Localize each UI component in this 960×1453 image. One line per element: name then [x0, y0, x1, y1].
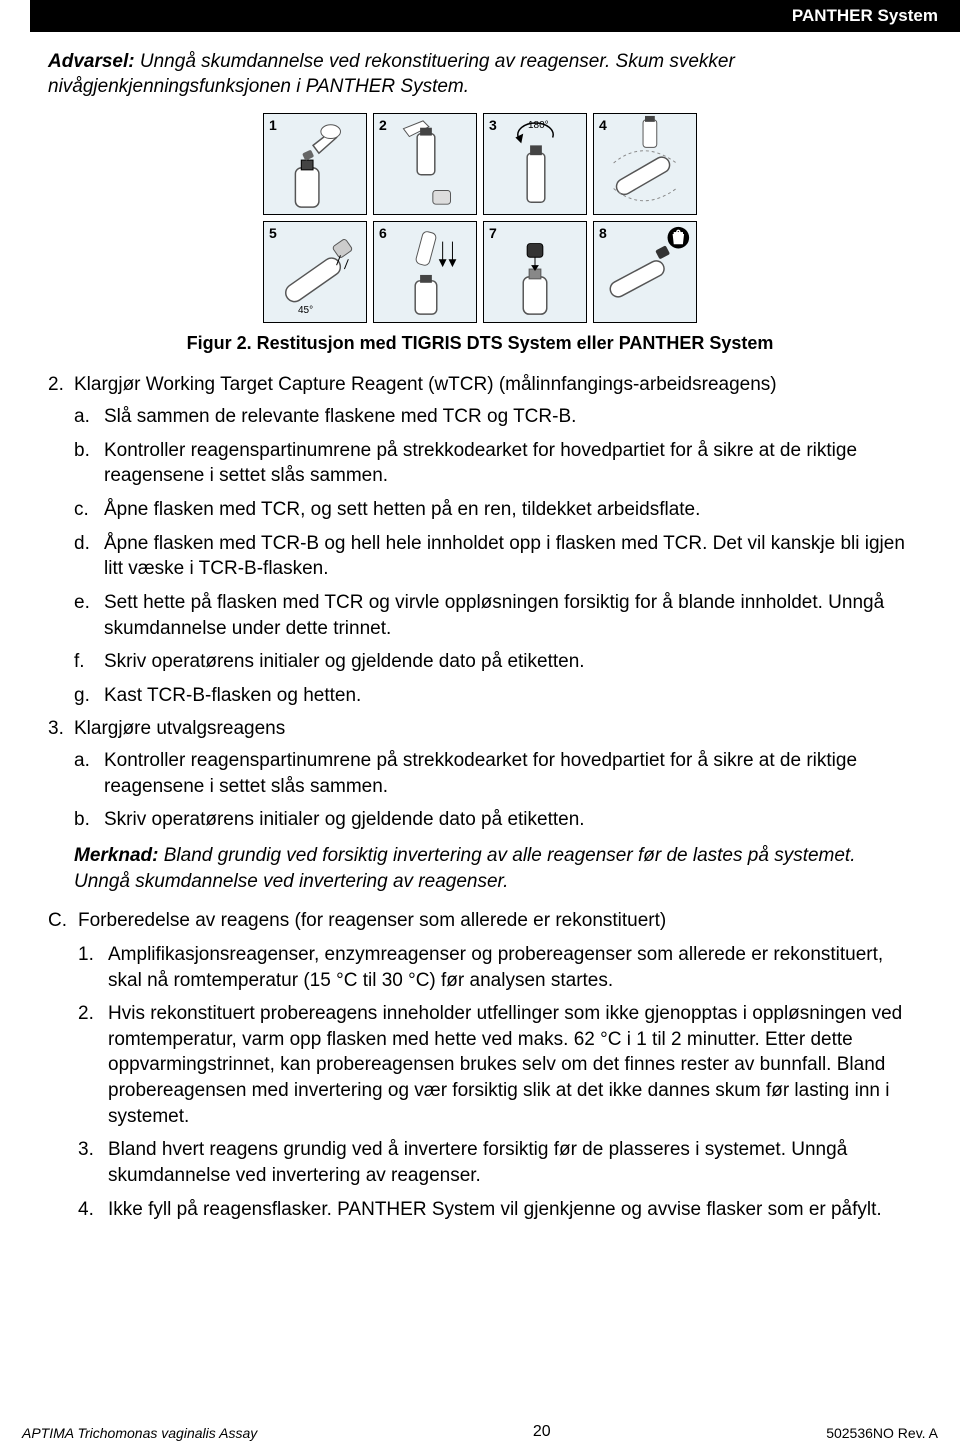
page-footer: APTIMA Trichomonas vaginalis Assay 20 50… — [0, 1413, 960, 1453]
list-marker: 3. — [48, 716, 64, 742]
list-marker: c. — [74, 497, 89, 523]
list-item: a.Slå sammen de relevante flaskene med T… — [104, 404, 912, 430]
figure-grid: 1 2 — [263, 113, 697, 323]
figure-caption: Figur 2. Restitusjon med TIGRIS DTS Syst… — [48, 333, 912, 354]
list-item: 4.Ikke fyll på reagensflasker. PANTHER S… — [108, 1197, 912, 1223]
figure-illustration-7 — [484, 222, 586, 322]
list-marker: g. — [74, 683, 90, 709]
section-c-list: C. Forberedelse av reagens (for reagense… — [48, 908, 912, 1222]
figure-illustration-5 — [264, 222, 366, 322]
figure-cell-4: 4 — [593, 113, 697, 215]
section-c-sublist: 1. Amplifikasjonsreagenser, enzymreagense… — [78, 942, 912, 1222]
angle-45-label: 45° — [298, 305, 313, 316]
list-marker: 1. — [78, 942, 94, 968]
figure-illustration-8 — [594, 222, 696, 322]
merknad-label: Merknad: — [74, 845, 158, 866]
list-item: a.Kontroller reagenspartinumrene på stre… — [104, 748, 912, 799]
step-3: 3. Klargjøre utvalgsreagens a.Kontroller… — [74, 716, 912, 833]
list-item: c.Åpne flasken med TCR, og sett hetten p… — [104, 497, 912, 523]
figure-cell-number: 3 — [489, 117, 497, 133]
step-3-sublist: a. Kontroller reagenspartinumrene på stre… — [74, 748, 912, 833]
list-marker: 3. — [78, 1137, 94, 1163]
list-item-text: Kast TCR-B-flasken og hetten. — [104, 685, 361, 706]
figure-cell-6: 6 — [373, 221, 477, 323]
list-item: g.Kast TCR-B-flasken og hetten. — [104, 683, 912, 709]
list-item-text: Skriv operatørens initialer og gjeldende… — [104, 809, 585, 830]
figure-cell-number: 8 — [599, 225, 607, 241]
list-marker: b. — [74, 438, 90, 464]
list-marker: 2. — [48, 372, 64, 398]
advarsel-paragraph: Advarsel: Unngå skumdannelse ved rekonst… — [48, 50, 912, 99]
footer-right: 502536NO Rev. A — [826, 1425, 938, 1441]
merknad-text: Bland grundig ved forsiktig invertering … — [74, 845, 856, 892]
list-item: b.Kontroller reagenspartinumrene på stre… — [104, 438, 912, 489]
list-item: 1.Amplifikasjonsreagenser, enzymreagense… — [108, 942, 912, 993]
figure-cell-2: 2 — [373, 113, 477, 215]
list-marker: f. — [74, 649, 85, 675]
list-item: e.Sett hette på flasken med TCR og virvl… — [104, 590, 912, 641]
list-item-text: Kontroller reagenspartinumrene på strekk… — [104, 440, 857, 487]
advarsel-text: Unngå skumdannelse ved rekonstituering a… — [48, 51, 735, 97]
list-marker: a. — [74, 748, 90, 774]
list-item: 3.Bland hvert reagens grundig ved å inve… — [108, 1137, 912, 1188]
list-item-text: Bland hvert reagens grundig ved å invert… — [108, 1139, 847, 1186]
figure-block: 1 2 — [48, 113, 912, 354]
figure-illustration-6 — [374, 222, 476, 322]
page: PANTHER System Advarsel: Unngå skumdanne… — [0, 0, 960, 1453]
figure-cell-number: 4 — [599, 117, 607, 133]
list-item-text: Hvis rekonstituert probereagens innehold… — [108, 1003, 902, 1127]
list-item-text: Kontroller reagenspartinumrene på strekk… — [104, 750, 857, 797]
list-item: 2.Hvis rekonstituert probereagens inneho… — [108, 1001, 912, 1129]
angle-180-label: 180° — [528, 120, 549, 131]
step-2-list: 2. Klargjør Working Target Capture Reage… — [48, 372, 912, 833]
list-marker: d. — [74, 531, 90, 557]
figure-cell-number: 7 — [489, 225, 497, 241]
figure-cell-5: 5 45° — [263, 221, 367, 323]
list-item-text: Ikke fyll på reagensflasker. PANTHER Sys… — [108, 1199, 882, 1220]
advarsel-label: Advarsel: — [48, 51, 135, 72]
list-item: b.Skriv operatørens initialer og gjelden… — [104, 807, 912, 833]
list-item-text: Slå sammen de relevante flaskene med TCR… — [104, 406, 576, 427]
system-name: PANTHER System — [792, 6, 938, 25]
list-marker: b. — [74, 807, 90, 833]
figure-cell-number: 5 — [269, 225, 277, 241]
figure-cell-1: 1 — [263, 113, 367, 215]
figure-cell-number: 2 — [379, 117, 387, 133]
figure-cell-number: 1 — [269, 117, 277, 133]
step-2-sublist: a. Slå sammen de relevante flaskene med T… — [74, 404, 912, 708]
section-c: C. Forberedelse av reagens (for reagense… — [48, 908, 912, 1222]
step-2-intro: Klargjør Working Target Capture Reagent … — [74, 374, 777, 395]
section-c-intro: Forberedelse av reagens (for reagenser s… — [78, 910, 666, 931]
list-item-text: Sett hette på flasken med TCR og virvle … — [104, 592, 884, 639]
list-marker: C. — [48, 908, 67, 934]
figure-cell-3: 3 180° — [483, 113, 587, 215]
figure-cell-8: 8 — [593, 221, 697, 323]
content-area: Advarsel: Unngå skumdannelse ved rekonst… — [0, 32, 960, 1413]
figure-cell-number: 6 — [379, 225, 387, 241]
step-2: 2. Klargjør Working Target Capture Reage… — [74, 372, 912, 708]
figure-illustration-1 — [264, 114, 366, 214]
footer-page-number: 20 — [533, 1423, 551, 1441]
list-marker: e. — [74, 590, 90, 616]
figure-cell-7: 7 — [483, 221, 587, 323]
list-item: d.Åpne flasken med TCR-B og hell hele in… — [104, 531, 912, 582]
merknad-paragraph: Merknad: Bland grundig ved forsiktig inv… — [48, 843, 912, 894]
footer-left: APTIMA Trichomonas vaginalis Assay — [22, 1425, 257, 1441]
list-item-text: Amplifikasjonsreagenser, enzymreagenser … — [108, 944, 883, 991]
header-bar: PANTHER System — [30, 0, 960, 32]
list-item-text: Åpne flasken med TCR-B og hell hele innh… — [104, 533, 905, 580]
step-3-intro: Klargjøre utvalgsreagens — [74, 718, 285, 739]
list-item-text: Åpne flasken med TCR, og sett hetten på … — [104, 499, 700, 520]
figure-illustration-4 — [594, 114, 696, 214]
list-item-text: Skriv operatørens initialer og gjeldende… — [104, 651, 585, 672]
list-item: f.Skriv operatørens initialer og gjelden… — [104, 649, 912, 675]
list-marker: a. — [74, 404, 90, 430]
list-marker: 2. — [78, 1001, 94, 1027]
list-marker: 4. — [78, 1197, 94, 1223]
figure-illustration-2 — [374, 114, 476, 214]
